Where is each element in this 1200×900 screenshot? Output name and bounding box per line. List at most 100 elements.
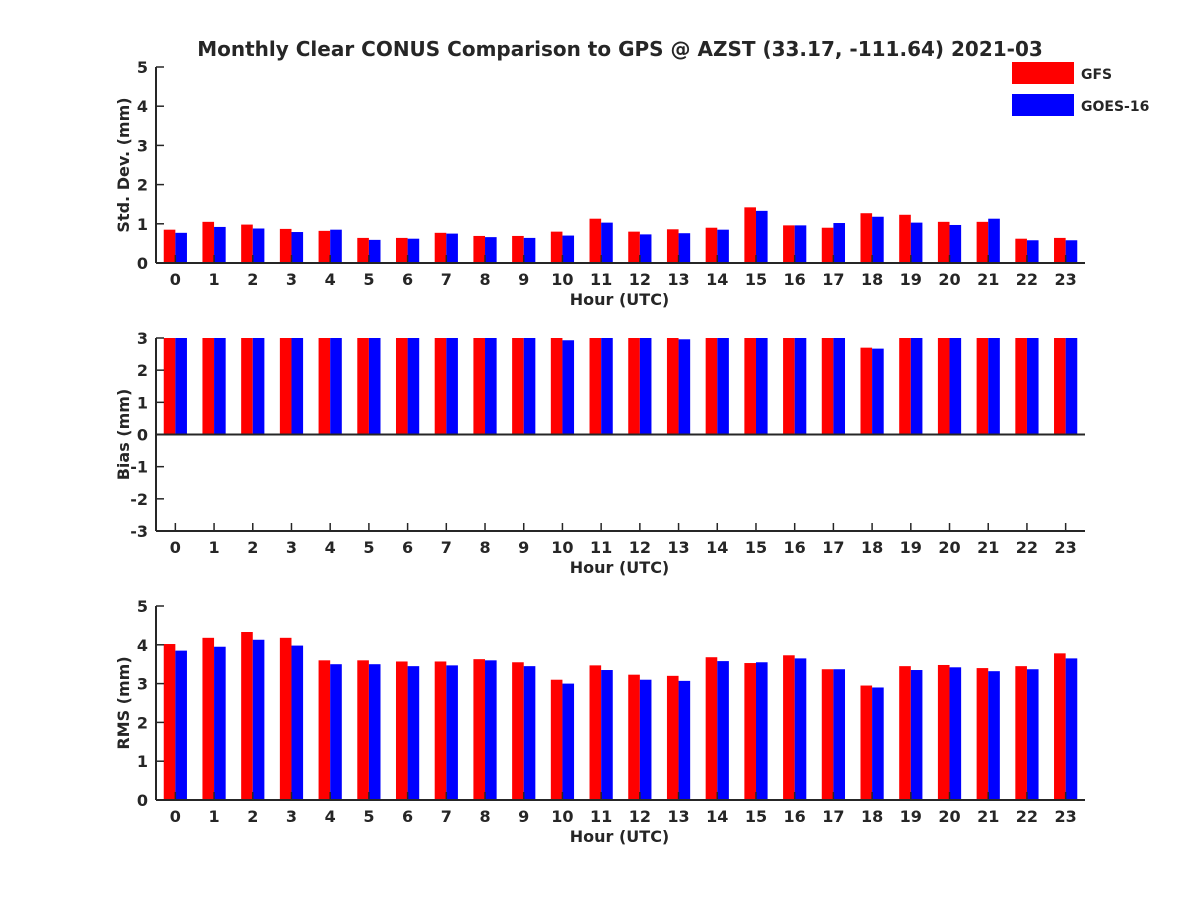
bias-bar-goes16-hour-21: [988, 338, 1000, 435]
rms-x-tick-label: 16: [784, 807, 806, 826]
std-dev-bar-goes16-hour-11: [601, 222, 613, 263]
rms-y-axis-label: RMS (mm): [114, 656, 133, 749]
bias-bar-goes16-hour-18: [872, 348, 884, 435]
rms-bar-gfs-hour-5: [357, 660, 369, 800]
std-dev-bar-goes16-hour-18: [872, 216, 884, 263]
std-dev-bar-gfs-hour-23: [1054, 237, 1066, 263]
rms-bar-gfs-hour-3: [279, 637, 292, 800]
rms-y-tick-label: 1: [137, 752, 148, 771]
bias-bar-goes16-hour-14: [717, 338, 729, 435]
rms-bar-gfs-hour-19: [899, 666, 911, 800]
std-dev-bar-gfs-hour-6: [395, 237, 408, 263]
rms-bar-goes16-hour-6: [407, 666, 420, 800]
rms-x-tick-label: 20: [938, 807, 960, 826]
std-dev-bar-gfs-hour-3: [279, 228, 292, 263]
bias-x-tick-label: 2: [247, 538, 258, 557]
std-dev-bar-goes16-hour-0: [175, 232, 187, 263]
legend-label-gfs: GFS: [1081, 67, 1112, 83]
bias-bar-goes16-hour-11: [601, 338, 613, 435]
bias-x-tick-label: 6: [402, 538, 413, 557]
std-dev-x-tick-label: 13: [667, 270, 689, 289]
std-dev-bar-gfs-hour-18: [860, 213, 873, 263]
rms-bar-gfs-hour-4: [318, 660, 331, 800]
std-dev-bar-gfs-hour-8: [473, 235, 486, 263]
rms-x-tick-label: 8: [479, 807, 490, 826]
bias-x-tick-label: 0: [170, 538, 181, 557]
rms-x-tick-label: 0: [170, 807, 181, 826]
rms-x-tick-label: 4: [325, 807, 336, 826]
rms-bar-goes16-hour-5: [368, 664, 381, 800]
std-dev-y-tick-label: 4: [137, 97, 148, 116]
rms-bar-goes16-hour-4: [330, 664, 342, 800]
std-dev-bar-gfs-hour-4: [318, 230, 331, 263]
rms-bar-goes16-hour-13: [678, 680, 691, 800]
rms-x-tick-label: 3: [286, 807, 297, 826]
rms-bar-gfs-hour-15: [744, 663, 756, 800]
std-dev-bar-gfs-hour-17: [821, 227, 834, 263]
bias-bar-goes16-hour-2: [252, 338, 265, 435]
bias-bar-goes16-hour-5: [368, 338, 381, 435]
bias-bar-goes16-hour-23: [1065, 338, 1078, 435]
rms-bar-goes16-hour-7: [446, 665, 458, 800]
bias-bar-gfs-hour-3: [279, 338, 292, 435]
rms-x-tick-label: 14: [706, 807, 728, 826]
std-dev-x-tick-label: 18: [861, 270, 883, 289]
std-dev-bar-goes16-hour-3: [291, 232, 304, 263]
std-dev-bar-goes16-hour-14: [717, 229, 729, 263]
bias-bar-gfs-hour-6: [395, 338, 408, 435]
bias-bar-gfs-hour-12: [628, 338, 640, 435]
std-dev-x-tick-label: 8: [479, 270, 490, 289]
std-dev-bar-goes16-hour-16: [794, 225, 807, 263]
legend: GFS GOES-16: [1012, 62, 1149, 116]
rms-bar-goes16-hour-18: [872, 687, 884, 800]
std-dev-x-tick-label: 4: [325, 270, 336, 289]
std-dev-x-tick-label: 20: [938, 270, 960, 289]
bias-bar-gfs-hour-22: [1015, 338, 1027, 435]
bias-bar-goes16-hour-13: [678, 339, 691, 435]
bias-bar-gfs-hour-16: [783, 338, 795, 435]
rms-bar-goes16-hour-17: [833, 669, 846, 800]
bias-bar-gfs-hour-0: [163, 338, 176, 435]
rms-x-tick-label: 19: [900, 807, 922, 826]
rms-bar-gfs-hour-18: [860, 685, 873, 800]
rms-bar-goes16-hour-2: [252, 639, 265, 800]
bias-x-tick-label: 20: [938, 538, 960, 557]
std-dev-x-tick-label: 21: [977, 270, 999, 289]
rms-x-tick-label: 9: [518, 807, 529, 826]
std-dev-bar-goes16-hour-17: [833, 223, 846, 263]
rms-x-tick-label: 1: [208, 807, 219, 826]
std-dev-bar-goes16-hour-10: [562, 235, 575, 263]
rms-x-tick-label: 17: [822, 807, 844, 826]
bias-x-tick-label: 1: [208, 538, 219, 557]
std-dev-x-axis-label: Hour (UTC): [570, 290, 670, 309]
std-dev-bar-goes16-hour-5: [368, 239, 381, 263]
bias-bar-gfs-hour-8: [473, 338, 486, 435]
std-dev-x-tick-label: 16: [784, 270, 806, 289]
std-dev-bar-goes16-hour-20: [949, 224, 962, 263]
rms-bar-gfs-hour-10: [550, 679, 563, 800]
rms-bar-goes16-hour-15: [755, 662, 768, 800]
rms-bar-goes16-hour-1: [214, 646, 226, 800]
rms-bar-gfs-hour-22: [1015, 666, 1027, 800]
std-dev-x-tick-label: 10: [551, 270, 573, 289]
rms-y-tick-label: 2: [137, 713, 148, 732]
rms-x-tick-label: 5: [363, 807, 374, 826]
rms-bar-goes16-hour-11: [601, 670, 613, 800]
bias-x-tick-label: 8: [479, 538, 490, 557]
std-dev-bar-goes16-hour-9: [523, 237, 536, 263]
rms-bar-gfs-hour-12: [628, 674, 640, 800]
bias-y-tick-label: 0: [137, 426, 148, 445]
rms-bar-gfs-hour-21: [976, 668, 989, 800]
rms-x-tick-label: 7: [441, 807, 452, 826]
rms-bar-gfs-hour-13: [666, 675, 679, 800]
std-dev-x-tick-label: 1: [208, 270, 219, 289]
rms-bar-gfs-hour-23: [1054, 653, 1066, 800]
rms-bar-gfs-hour-9: [512, 662, 524, 800]
rms-x-tick-label: 2: [247, 807, 258, 826]
bias-y-tick-label: 1: [137, 393, 148, 412]
bias-bar-goes16-hour-19: [910, 338, 923, 435]
bias-bar-goes16-hour-8: [485, 338, 497, 435]
bias-x-tick-label: 9: [518, 538, 529, 557]
